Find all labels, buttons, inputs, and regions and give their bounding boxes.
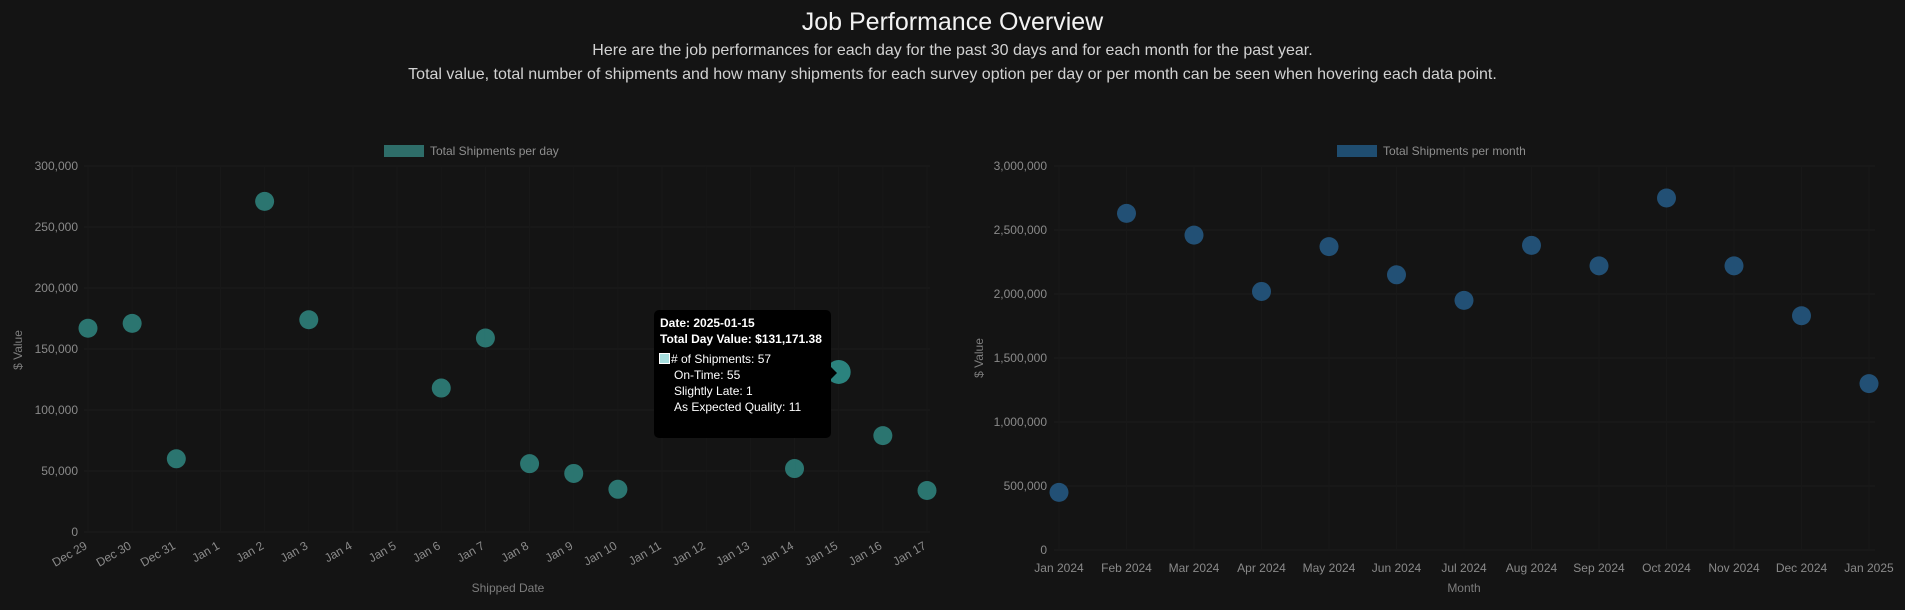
tooltip-shipments-row: # of Shipments: 57 <box>659 352 771 366</box>
data-point[interactable] <box>608 479 628 499</box>
tooltip-on-time: On-Time: 55 <box>674 368 741 382</box>
x-tick-label: Feb 2024 <box>1101 561 1152 575</box>
x-tick-label: Jun 2024 <box>1372 561 1422 575</box>
data-point-tooltip: Date: 2025-01-15 Total Day Value: $131,1… <box>654 310 837 438</box>
data-point[interactable] <box>475 328 495 348</box>
x-tick-label: Oct 2024 <box>1642 561 1691 575</box>
tooltip-slightly-late: Slightly Late: 1 <box>674 384 753 398</box>
tooltip-date: Date: 2025-01-15 <box>660 316 755 330</box>
x-tick-label: Dec 30 <box>94 538 134 569</box>
x-tick-label: Jan 10 <box>581 538 619 568</box>
x-tick-label: Jan 3 <box>278 538 311 565</box>
y-tick-label: 300,000 <box>35 159 79 173</box>
tooltip-total-value: Total Day Value: $131,171.38 <box>660 332 822 346</box>
data-point[interactable] <box>917 481 937 501</box>
page-title: Job Performance Overview <box>801 8 1104 36</box>
x-tick-label: Nov 2024 <box>1708 561 1760 575</box>
x-tick-label: Jan 8 <box>499 538 532 565</box>
data-point[interactable] <box>166 449 186 469</box>
data-point[interactable] <box>520 454 540 474</box>
x-tick-label: Jan 6 <box>410 538 443 565</box>
y-tick-label: 250,000 <box>35 220 79 234</box>
x-tick-label: Apr 2024 <box>1237 561 1286 575</box>
data-point[interactable] <box>873 426 893 446</box>
x-tick-label: Aug 2024 <box>1506 561 1558 575</box>
x-tick-label: May 2024 <box>1303 561 1356 575</box>
y-tick-label: 50,000 <box>41 464 78 478</box>
x-tick-label: Jul 2024 <box>1441 561 1487 575</box>
legend-swatch <box>1337 145 1377 157</box>
y-tick-label: 500,000 <box>1004 479 1048 493</box>
data-point[interactable] <box>1319 237 1339 257</box>
x-tick-label: Mar 2024 <box>1169 561 1220 575</box>
data-point[interactable] <box>785 459 805 479</box>
x-tick-label: Jan 2024 <box>1034 561 1084 575</box>
x-tick-label: Jan 13 <box>714 538 752 568</box>
data-point[interactable] <box>1724 256 1744 276</box>
x-tick-label: Jan 12 <box>670 538 708 568</box>
data-point[interactable] <box>255 191 275 211</box>
x-tick-label: Dec 29 <box>50 538 90 569</box>
y-tick-label: 2,000,000 <box>994 287 1048 301</box>
x-tick-label: Sep 2024 <box>1573 561 1625 575</box>
x-tick-label: Jan 5 <box>366 538 399 565</box>
data-point[interactable] <box>1117 203 1136 223</box>
y-tick-label: 100,000 <box>35 403 79 417</box>
y-tick-label: 0 <box>1040 543 1047 557</box>
data-point[interactable] <box>1792 306 1811 326</box>
x-axis-title: Shipped Date <box>472 581 545 595</box>
y-tick-label: 150,000 <box>35 342 79 356</box>
x-tick-label: Jan 2025 <box>1844 561 1894 575</box>
data-point[interactable] <box>122 313 142 333</box>
data-point[interactable] <box>1049 482 1069 502</box>
data-point[interactable] <box>1252 281 1271 301</box>
y-tick-label: 0 <box>71 525 78 539</box>
page-subtitle-2: Total value, total number of shipments a… <box>408 66 1497 83</box>
y-tick-label: 2,500,000 <box>994 223 1048 237</box>
daily-shipments-chart[interactable]: 0 50,000 100,000 150,000 200,000 250,000 300,0… <box>0 0 950 610</box>
x-tick-label: Jan 7 <box>454 538 487 565</box>
x-tick-label: Jan 16 <box>846 538 884 568</box>
x-tick-label: Jan 15 <box>802 538 840 568</box>
legend-label: Total Shipments per month <box>1383 144 1526 158</box>
data-point[interactable] <box>1387 265 1406 285</box>
x-tick-label: Jan 2 <box>234 538 267 565</box>
data-point[interactable] <box>1454 290 1474 310</box>
data-point[interactable] <box>299 310 319 330</box>
data-point[interactable] <box>564 463 584 483</box>
x-tick-label: Dec 31 <box>138 538 178 569</box>
x-axis-title: Month <box>1447 581 1480 595</box>
data-point[interactable] <box>1589 256 1609 276</box>
data-point[interactable] <box>1657 188 1676 208</box>
data-point[interactable] <box>1184 225 1204 245</box>
x-tick-label: Dec 2024 <box>1776 561 1828 575</box>
x-tick-label: Jan 17 <box>890 538 928 568</box>
data-point[interactable] <box>431 378 451 398</box>
x-tick-label: Jan 11 <box>626 538 664 568</box>
data-point[interactable] <box>1522 235 1541 255</box>
x-tick-label: Jan 4 <box>322 538 355 565</box>
x-tick-label: Jan 1 <box>190 538 223 565</box>
x-tick-label: Jan 14 <box>758 538 796 568</box>
data-point[interactable] <box>1859 374 1879 394</box>
y-axis-title: $ Value <box>972 338 986 378</box>
y-tick-label: 3,000,000 <box>994 159 1048 173</box>
page-subtitle-1: Here are the job performances for each d… <box>592 42 1313 59</box>
y-tick-label: 200,000 <box>35 281 79 295</box>
y-tick-label: 1,500,000 <box>994 351 1048 365</box>
y-axis-title: $ Value <box>11 330 25 370</box>
legend-swatch <box>384 145 424 157</box>
tooltip-arrow <box>831 367 837 379</box>
tooltip-shipments: # of Shipments: 57 <box>671 352 772 366</box>
monthly-shipments-chart[interactable]: 0 500,000 1,000,000 1,500,000 2,000,000 2,500… <box>950 0 1905 610</box>
legend-label: Total Shipments per day <box>430 144 559 158</box>
x-tick-label: Jan 9 <box>543 538 576 565</box>
tooltip-color-swatch <box>659 353 670 364</box>
data-point[interactable] <box>78 318 98 338</box>
tooltip-quality: As Expected Quality: 11 <box>674 400 802 414</box>
y-tick-label: 1,000,000 <box>994 415 1048 429</box>
